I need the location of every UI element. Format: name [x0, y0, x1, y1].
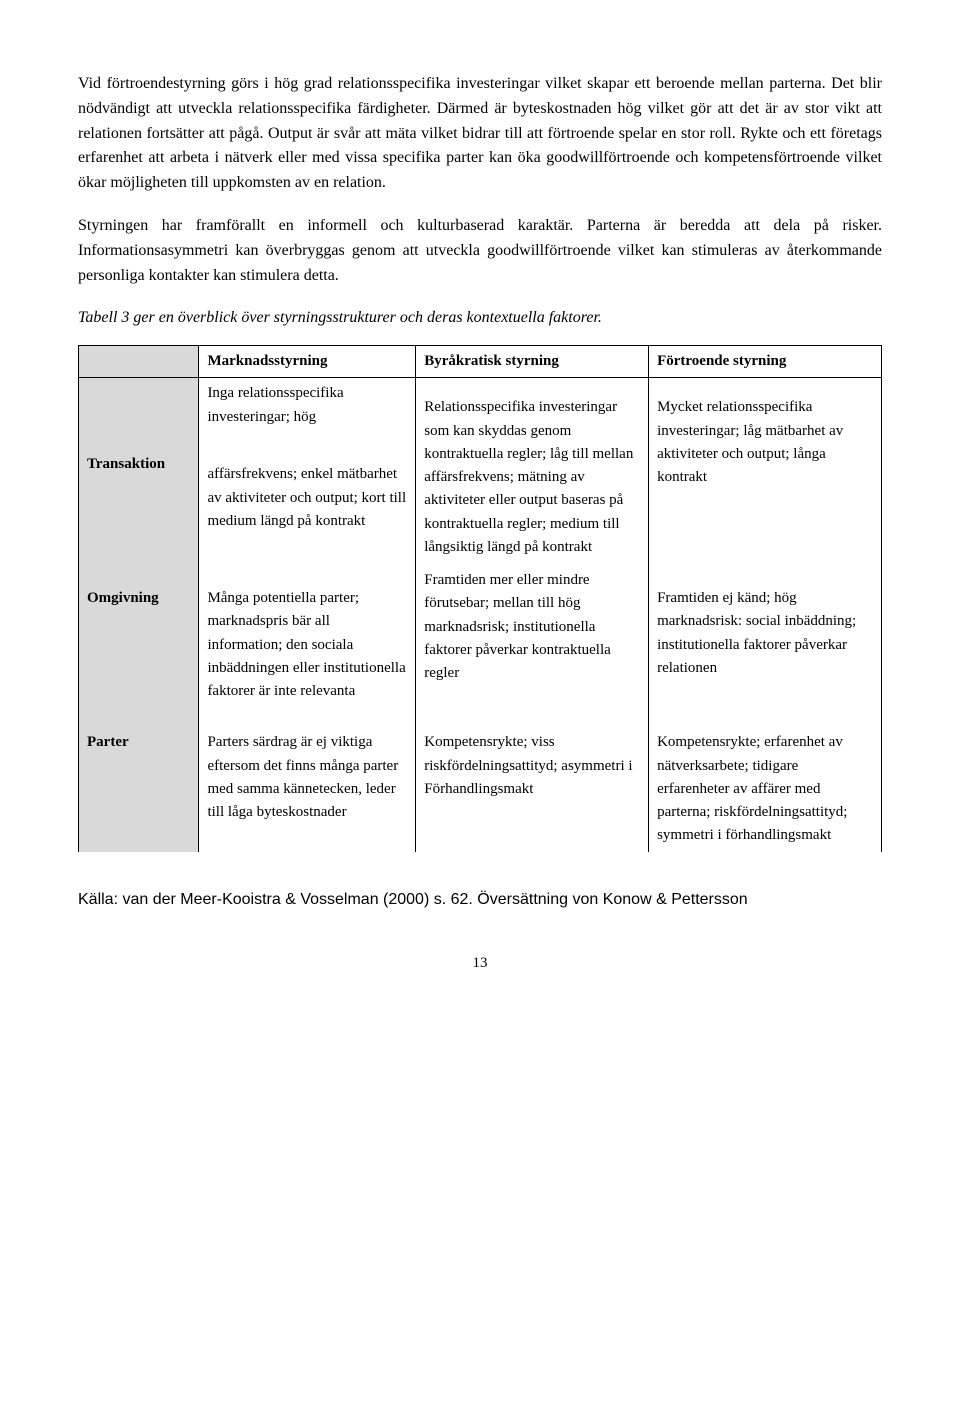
cell-transaktion-col1-post: affärsfrekvens; enkel mätbarhet av aktiv… [199, 449, 416, 563]
cell-transaktion-col1-pre: Inga relationsspecifika investeringar; h… [199, 378, 416, 449]
table-header-row: Marknadsstyrning Byråkratisk styrning Fö… [79, 346, 882, 378]
paragraph-1: Vid förtroendestyrning görs i hög grad r… [78, 72, 882, 196]
cell-transaktion-col3: Mycket relationsspecifika investeringar;… [649, 378, 882, 563]
header-empty [79, 346, 199, 378]
cell-omgivning-col2: Framtiden mer eller mindre förutsebar; m… [416, 563, 649, 707]
cell-omgivning-col1: Många potentiella parter; marknadspris b… [199, 563, 416, 707]
table-row: Inga relationsspecifika investeringar; h… [79, 378, 882, 449]
rowhead-parter: Parter [79, 707, 199, 851]
paragraph-2: Styrningen har framförallt en informell … [78, 214, 882, 288]
table-row: Omgivning Många potentiella parter; mark… [79, 563, 882, 707]
header-col1: Marknadsstyrning [199, 346, 416, 378]
source-citation: Källa: van der Meer-Kooistra & Vosselman… [78, 888, 882, 913]
page-number: 13 [78, 952, 882, 975]
governance-table: Marknadsstyrning Byråkratisk styrning Fö… [78, 345, 882, 852]
cell-transaktion-col2: Relationsspecifika investeringar som kan… [416, 378, 649, 563]
cell-omgivning-col3: Framtiden ej känd; hög marknadsrisk: soc… [649, 563, 882, 707]
rowhead-omgivning: Omgivning [79, 563, 199, 707]
header-col3: Förtroende styrning [649, 346, 882, 378]
header-col2: Byråkratisk styrning [416, 346, 649, 378]
table-caption: Tabell 3 ger en överblick över styrnings… [78, 306, 882, 331]
cell-parter-col2: Kompetensrykte; viss riskfördelningsatti… [416, 707, 649, 851]
rowhead-blank [79, 378, 199, 449]
cell-parter-col3: Kompetensrykte; erfarenhet av nätverksar… [649, 707, 882, 851]
table-row: Parter Parters särdrag är ej viktiga eft… [79, 707, 882, 851]
rowhead-transaktion: Transaktion [79, 449, 199, 563]
cell-parter-col1: Parters särdrag är ej viktiga eftersom d… [199, 707, 416, 851]
